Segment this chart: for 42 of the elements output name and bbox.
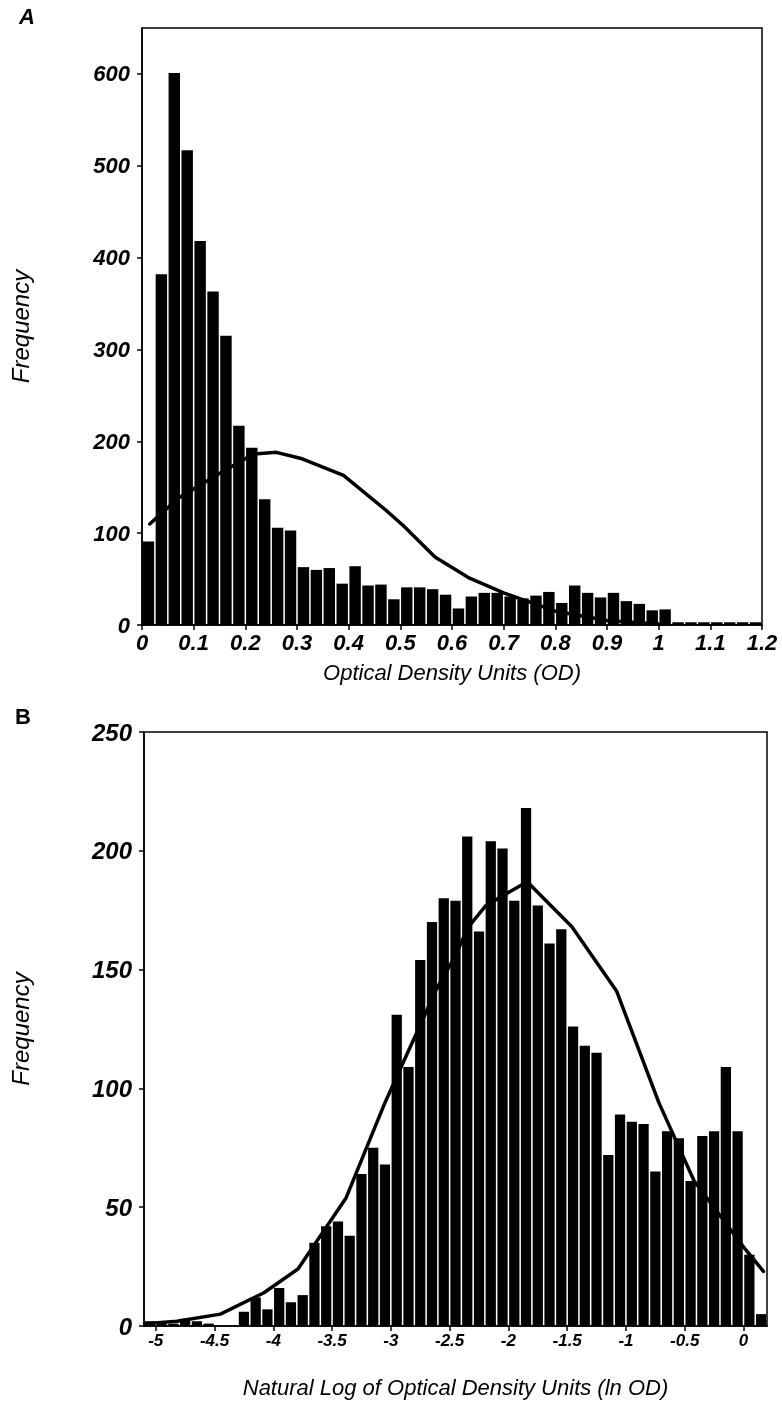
x-tick-label: 0.5: [385, 629, 417, 655]
x-tick-label: 1.2: [746, 629, 779, 655]
x-axis-title: Natural Log of Optical Density Units (ln OD): [242, 1374, 669, 1400]
y-tick-label: 0: [117, 612, 131, 638]
x-tick-label: -3.5: [317, 1331, 348, 1350]
x-axis-title: Optical Density Units (OD): [323, 659, 581, 685]
y-tick-label: 100: [91, 1074, 133, 1102]
x-tick-label: -5: [148, 1331, 164, 1350]
x-tick-label: 1: [652, 629, 665, 655]
x-tick-label: 0: [135, 629, 149, 655]
y-tick-label: 500: [93, 153, 131, 179]
chart-title: B: [15, 703, 31, 729]
x-tick-label: -2: [500, 1331, 517, 1350]
x-tick-label: -0.5: [670, 1331, 700, 1350]
x-tick-label: 0.7: [488, 629, 521, 655]
x-tick-label: -4: [265, 1331, 282, 1350]
x-tick-label: -3: [383, 1331, 399, 1350]
x-tick-label: -1: [618, 1331, 634, 1350]
y-tick-label: 400: [92, 245, 131, 271]
y-tick-label: 200: [92, 428, 131, 454]
chart-title: A: [18, 3, 35, 29]
x-tick-label: -4.5: [199, 1331, 230, 1350]
y-axis-title: Frequency: [6, 267, 34, 384]
x-tick-label: 0.9: [591, 629, 624, 655]
x-tick-label: -1.5: [552, 1331, 583, 1350]
y-tick-label: 100: [93, 520, 131, 546]
x-tick-label: 0.3: [281, 629, 313, 655]
x-tick-label: 0.2: [230, 629, 262, 655]
x-tick-label: 1.1: [695, 629, 726, 655]
y-tick-label: 300: [93, 336, 131, 362]
y-tick-label: 200: [90, 837, 133, 865]
x-tick-label: 0.6: [436, 629, 469, 655]
x-tick-label: -2.5: [434, 1331, 465, 1350]
y-axis-title: Frequency: [6, 970, 34, 1086]
x-tick-label: 0.4: [333, 629, 364, 655]
y-tick-label: 250: [90, 718, 133, 746]
y-tick-label: 600: [93, 61, 131, 87]
y-tick-label: 150: [91, 956, 133, 984]
y-tick-label: 50: [105, 1193, 133, 1221]
x-tick-label: 0.8: [540, 629, 572, 655]
x-tick-label: 0.1: [178, 629, 209, 655]
x-tick-label: 0: [738, 1331, 749, 1350]
